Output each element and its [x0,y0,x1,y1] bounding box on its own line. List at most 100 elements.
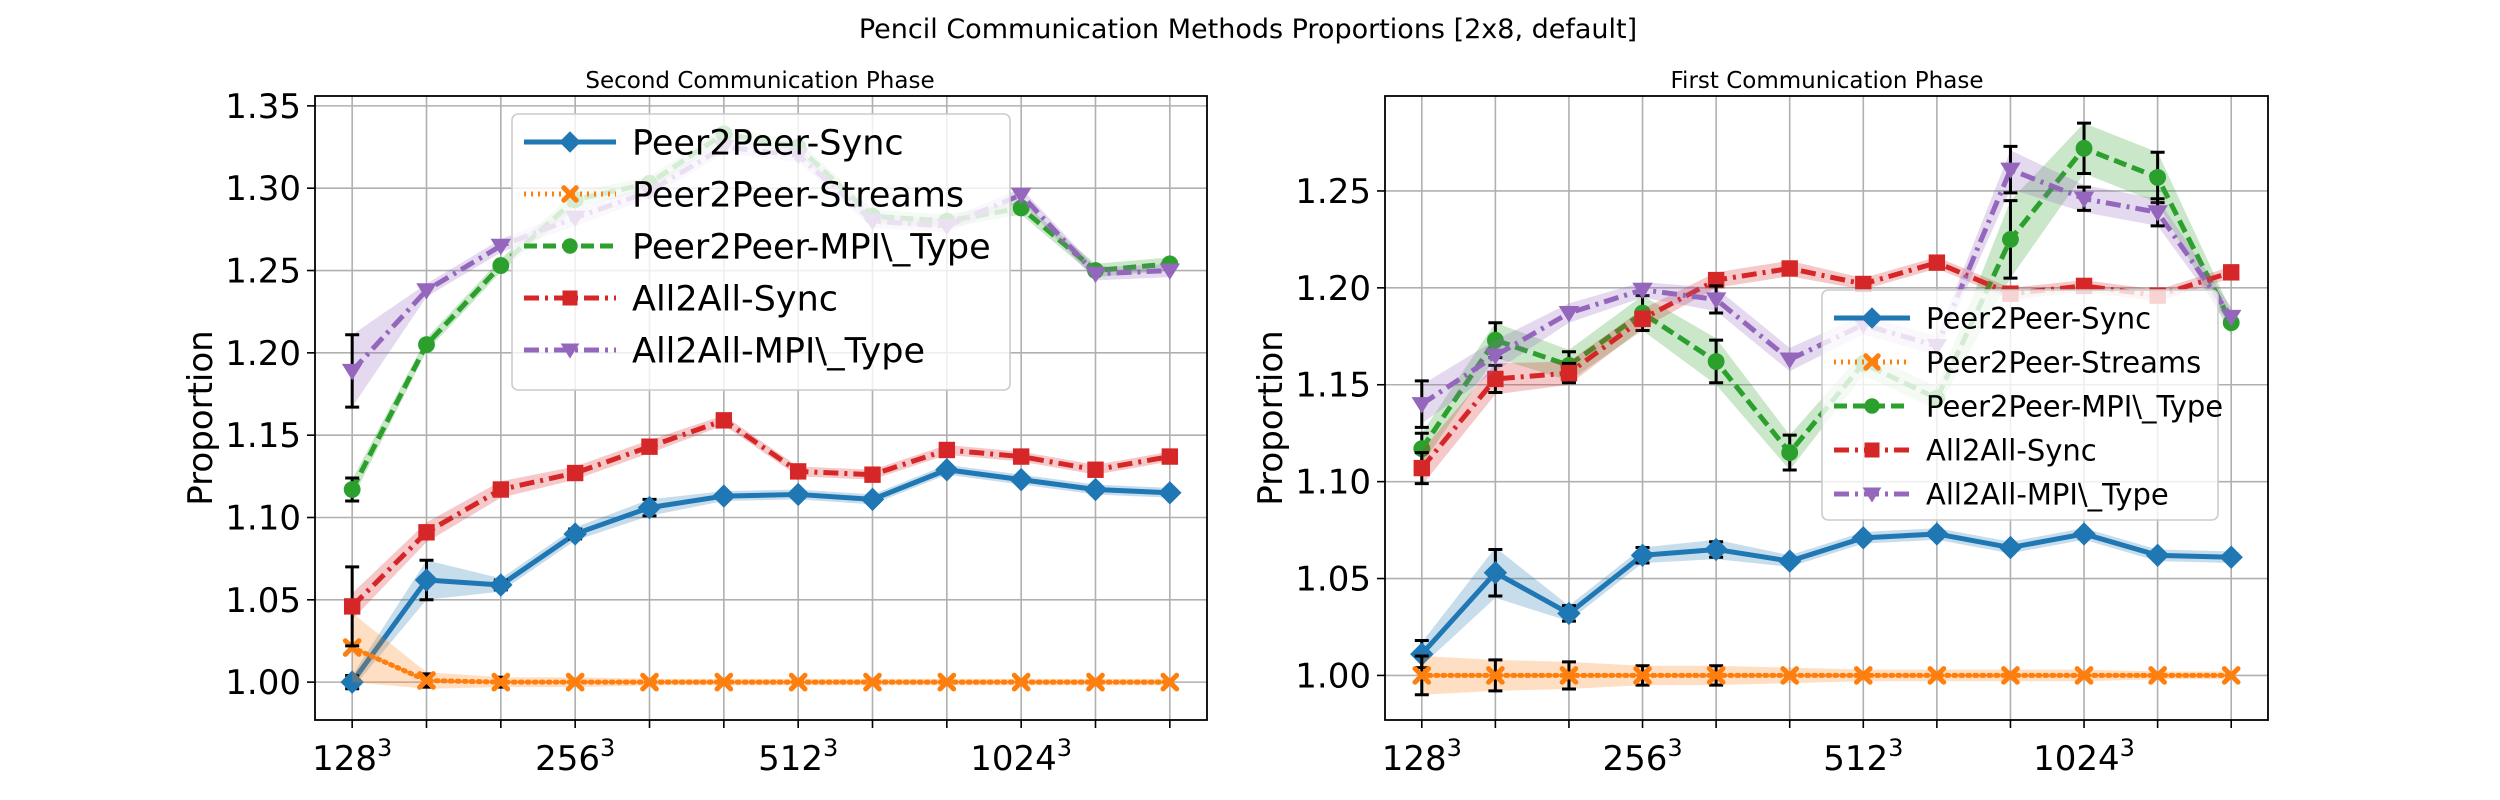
data-point [1559,666,1579,685]
data-point [1851,526,1875,550]
data-point [1707,353,1725,370]
y-tick-label: 1.05 [1295,560,1371,600]
x-tick-label: 10243 [2033,734,2135,779]
data-point [490,238,512,256]
data-point [1083,477,1108,502]
data-point [491,672,511,692]
series-band [1421,256,2232,486]
legend-marker [562,290,578,306]
data-point [1925,522,1949,546]
data-point [1704,537,1728,562]
data-point [1087,461,1104,478]
legend-label: All2All-Sync [1926,433,2097,467]
data-point [343,598,361,615]
data-point [1705,292,1727,309]
data-point [1413,459,1430,477]
x-tick-label: 2563 [1602,734,1682,779]
figure-suptitle: Pencil Communication Methods Proportions… [859,14,1637,45]
data-point [788,672,808,692]
legend-marker [1864,398,1880,414]
data-point [1632,282,1653,300]
data-point [1161,448,1179,465]
data-point [641,438,658,455]
panel-title: Second Communication Phase [585,68,934,94]
data-point [1560,364,1578,382]
data-point [2002,230,2019,248]
data-point [1558,305,1580,323]
legend-marker [1862,487,1882,503]
series-band [1421,123,2232,471]
data-point [1487,370,1504,388]
x-tick-label: 2563 [535,734,615,779]
data-point [1486,331,1504,349]
data-point [1010,187,1032,205]
data-point [640,672,659,692]
data-point [2145,543,2170,567]
data-point [2219,545,2243,569]
y-tick-label: 1.05 [225,581,301,621]
legend-label: Peer2Peer-Streams [1926,345,2201,379]
y-tick-label: 1.20 [225,334,301,374]
legend-label: Peer2Peer-Streams [632,176,964,216]
data-point [414,568,439,592]
data-point [2001,666,2020,685]
legend-label: Peer2Peer-Sync [632,124,904,164]
data-point [2072,522,2096,546]
data-point [715,412,733,429]
data-point [1998,535,2023,560]
x-tick-label: 10243 [970,734,1072,779]
series-diamond [340,458,1182,694]
y-tick-label: 1.35 [225,87,301,127]
legend-marker [559,131,581,153]
data-point [565,672,585,692]
data-point [1557,601,1581,626]
data-point [563,522,587,546]
data-point [2221,666,2241,685]
data-point [340,670,364,694]
data-point [2000,162,2021,179]
y-tick-label: 1.00 [225,663,301,703]
legend-marker [560,343,580,359]
data-point [1630,543,1655,567]
legend-marker [562,238,578,254]
legend-marker [1863,353,1881,371]
data-point [416,283,437,300]
data-point [786,482,810,507]
y-tick-label: 1.15 [225,416,301,456]
axes-frame [314,95,1208,721]
data-point [937,672,957,692]
y-tick-label: 1.20 [1295,269,1371,309]
data-point [864,466,881,483]
series-line [350,144,1170,373]
series-x [342,612,1180,692]
data-point [343,481,361,498]
data-point [1853,666,1873,685]
data-point [712,484,736,508]
data-point [1486,666,1505,685]
y-tick-label: 1.25 [225,252,301,292]
legend-label: All2All-Sync [632,280,838,320]
x-tick-label: 1283 [1382,734,1462,779]
data-point [492,481,510,498]
legend-label: All2All-MPI\_Type [632,332,925,372]
data-point [1928,254,1946,271]
data-point [492,257,510,275]
x-tick-label: 5123 [1823,734,1903,779]
data-point [2223,264,2240,281]
data-point [341,363,363,381]
data-point [1781,444,1799,461]
data-point [1483,561,1508,585]
data-point [418,524,435,541]
data-point [2149,168,2167,186]
x-tick-label: 1283 [312,734,392,779]
panel-first-communication-phase: First Communication Phase Proportion 1.0… [1251,68,2269,779]
data-point [1778,549,1802,573]
data-point [789,463,807,480]
y-tick-label: 1.30 [225,169,301,209]
data-point [1086,672,1105,692]
series-band [1421,528,2232,666]
data-point [935,458,959,482]
y-tick-label: 1.25 [1295,172,1371,212]
series-line [1419,531,2232,656]
data-point [1634,310,1651,328]
